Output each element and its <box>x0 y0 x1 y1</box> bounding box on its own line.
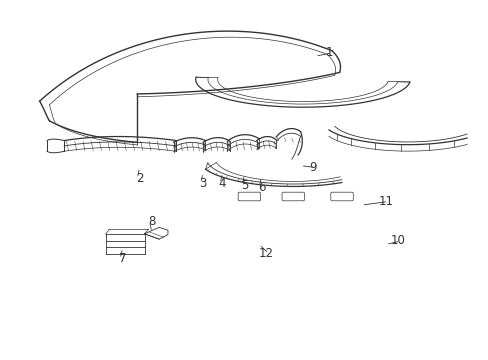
FancyBboxPatch shape <box>330 192 352 201</box>
Text: 6: 6 <box>257 181 265 194</box>
Text: 12: 12 <box>259 247 273 260</box>
Text: 9: 9 <box>308 161 316 174</box>
Text: 4: 4 <box>218 177 226 190</box>
Text: 3: 3 <box>199 177 206 190</box>
Text: 5: 5 <box>240 179 248 192</box>
Text: 11: 11 <box>378 195 393 208</box>
Text: 7: 7 <box>119 252 126 265</box>
FancyBboxPatch shape <box>282 192 304 201</box>
Text: 10: 10 <box>390 234 405 247</box>
FancyBboxPatch shape <box>238 192 260 201</box>
Text: 2: 2 <box>136 172 143 185</box>
Text: 1: 1 <box>325 46 333 59</box>
Text: 8: 8 <box>148 215 155 228</box>
